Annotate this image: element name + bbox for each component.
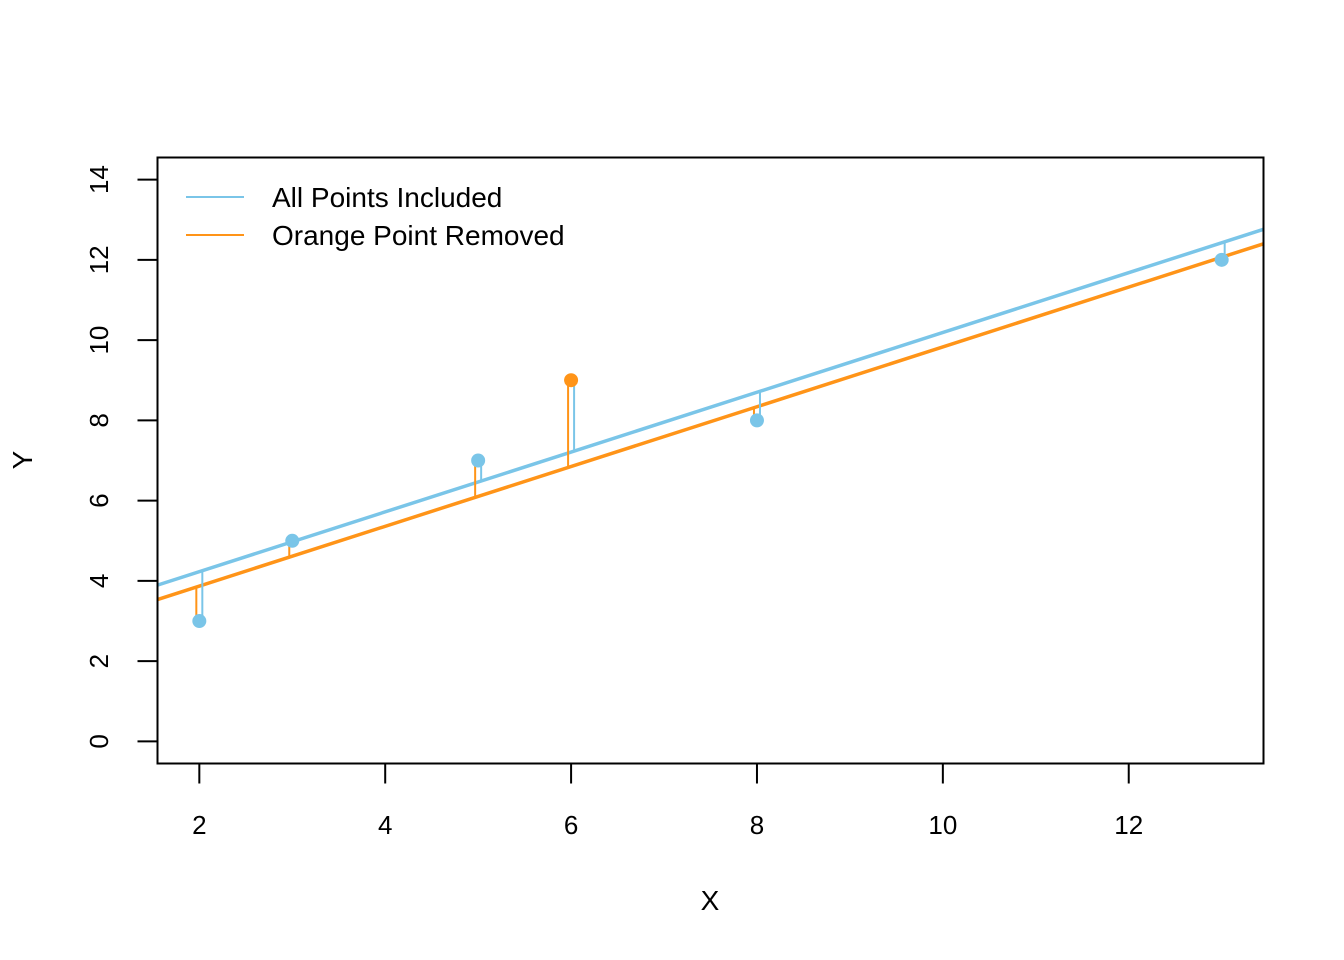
- data-point-2: [471, 453, 486, 468]
- x-axis: 2 4 6 8 10 12: [192, 762, 1143, 840]
- x-tick-label-10: 10: [928, 810, 957, 840]
- legend-label-orange-removed: Orange Point Removed: [272, 220, 565, 251]
- y-tick-label-10: 10: [84, 326, 114, 355]
- points-layer: [192, 252, 1229, 629]
- data-point-5: [1214, 252, 1229, 267]
- x-tick-label-6: 6: [564, 810, 578, 840]
- data-point-4: [749, 413, 764, 428]
- residuals-layer: [195, 242, 1226, 622]
- x-tick-label-8: 8: [750, 810, 764, 840]
- data-point-0: [192, 614, 207, 629]
- data-point-3: [564, 373, 579, 388]
- y-tick-label-0: 0: [84, 734, 114, 748]
- x-tick-label-4: 4: [378, 810, 392, 840]
- y-axis: 0 2 4 6 8 10 12 14: [84, 165, 159, 749]
- lines-layer: [156, 227, 1265, 602]
- regression-line-1: [156, 242, 1265, 602]
- x-axis-title: X: [701, 885, 720, 916]
- legend: All Points Included Orange Point Removed: [186, 182, 565, 251]
- legend-label-all-points: All Points Included: [272, 182, 502, 213]
- y-tick-label-12: 12: [84, 245, 114, 274]
- y-tick-label-14: 14: [84, 165, 114, 194]
- y-tick-label-8: 8: [84, 413, 114, 427]
- y-tick-label-6: 6: [84, 493, 114, 507]
- y-tick-label-2: 2: [84, 654, 114, 668]
- x-tick-label-12: 12: [1114, 810, 1143, 840]
- regression-line-0: [156, 227, 1265, 587]
- data-point-1: [285, 533, 300, 548]
- y-axis-title: Y: [7, 450, 38, 469]
- x-tick-label-2: 2: [192, 810, 206, 840]
- y-tick-label-4: 4: [84, 574, 114, 588]
